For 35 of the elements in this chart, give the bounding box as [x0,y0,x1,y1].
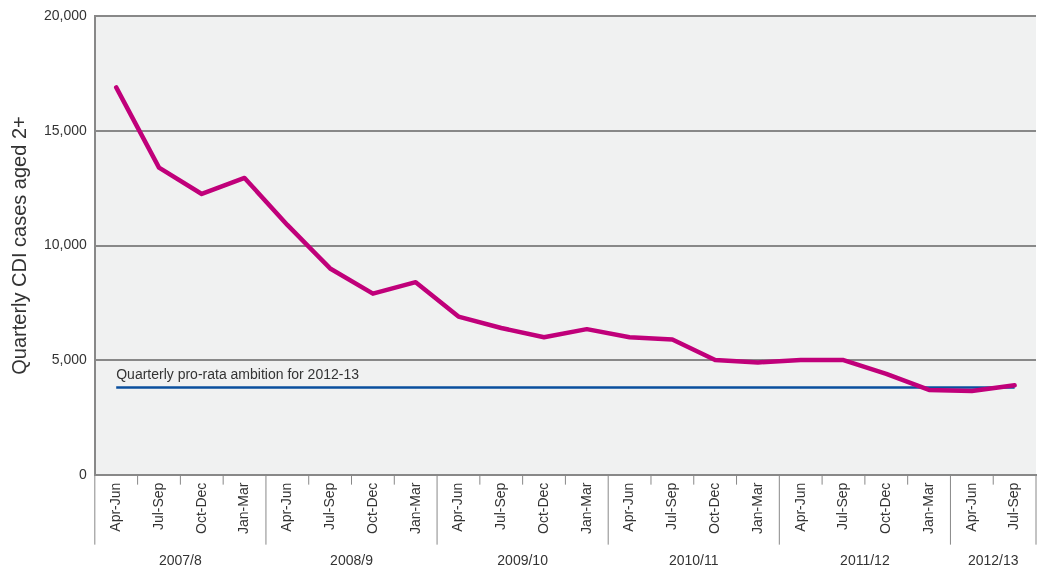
x-tick-label: Jul-Sep [663,482,680,531]
text: 2008/9 [330,551,374,568]
x-tick-label: Jan-Mar [748,482,765,535]
x-tick-label: Oct-Dec [363,482,380,534]
x-tick-label: Jul-Sep [149,482,166,531]
text: 2007/8 [158,551,202,568]
x-tick-label: Jul-Sep [834,482,851,531]
x-tick-label: Jan-Mar [235,482,252,535]
y-tick-label: 15,000 [43,121,88,138]
x-tick-label: Oct-Dec [706,482,722,534]
x-tick-label: Oct-Dec [534,482,551,534]
x-tick-label: Jul-Sep [1005,482,1022,531]
y-tick-label: 20,000 [43,7,88,24]
x-tick-label: Oct-Dec [877,482,894,534]
x-tick-label: Apr-Jun [620,482,637,532]
y-axis-title: Quarterly CDI cases aged 2+ [7,116,30,375]
text: 2009/10 [497,551,549,568]
x-tick-label: Jan-Mar [577,482,594,535]
ref-line-label: Quarterly pro-rata ambition for 2012-13 [116,366,360,383]
x-tick-label: Jul-Sep [320,482,337,531]
x-tick-label: Jul-Sep [492,482,509,531]
text: 2012/13 [967,551,1019,568]
y-tick-label: 5,000 [51,350,88,367]
x-tick-label: Jan-Mar [919,482,936,535]
x-tick-label: Apr-Jun [791,482,808,532]
x-tick-label: Apr-Jun [107,482,124,532]
text: 2010/11 [668,551,719,568]
x-tick-label: Jan-Mar [406,482,423,535]
x-tick-label: Oct-Dec [192,482,209,534]
y-tick-label: 0 [79,465,88,482]
text: 2011/12 [840,551,890,568]
x-tick-label: Apr-Jun [962,482,979,532]
y-tick-label: 10,000 [43,236,88,253]
x-tick-label: Apr-Jun [449,482,466,532]
x-tick-label: Apr-Jun [278,482,295,532]
